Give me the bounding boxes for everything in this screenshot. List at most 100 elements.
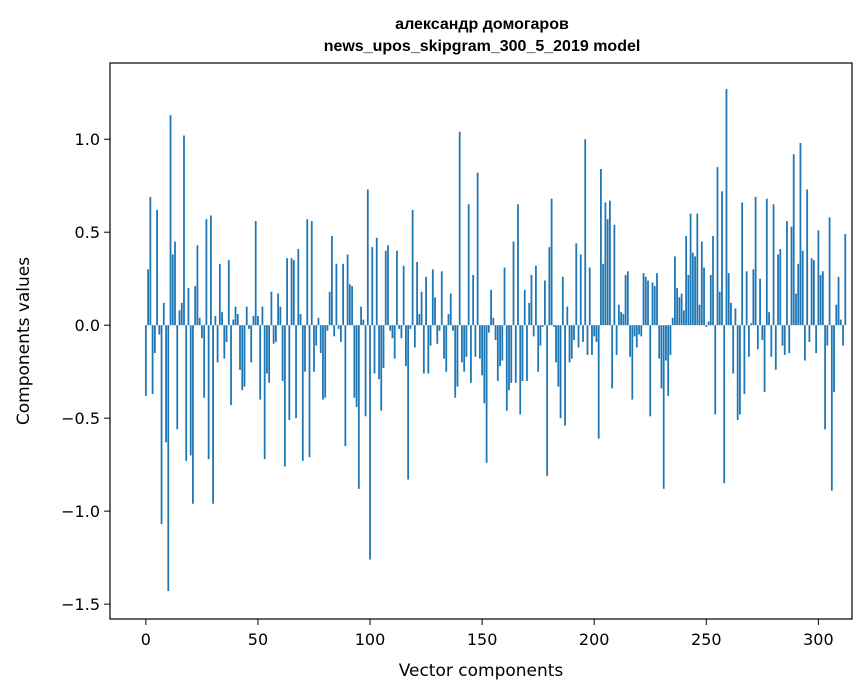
bar-271 [752, 269, 755, 326]
bar-301 [819, 274, 822, 326]
bar-185 [559, 325, 562, 419]
bar-16 [180, 302, 183, 326]
bar-299 [815, 325, 818, 354]
bar-52 [261, 306, 264, 326]
bar-123 [420, 291, 423, 326]
bar-173 [532, 325, 535, 337]
bars-group [144, 89, 847, 592]
bar-49 [254, 221, 257, 326]
bar-237 [676, 288, 679, 326]
bar-235 [671, 317, 674, 326]
bar-141 [461, 325, 463, 363]
bar-233 [667, 325, 670, 396]
bar-26 [203, 325, 206, 398]
bar-108 [387, 245, 389, 326]
bar-295 [806, 189, 809, 326]
bar-222 [642, 273, 645, 326]
bar-114 [400, 325, 403, 339]
x-tick-label: 200 [579, 630, 610, 649]
bar-219 [635, 325, 638, 348]
bar-135 [447, 314, 450, 326]
bar-60 [279, 306, 282, 326]
bar-95 [357, 325, 360, 489]
bar-274 [759, 278, 761, 326]
bar-307 [833, 325, 835, 393]
bar-281 [774, 325, 777, 370]
bar-275 [761, 325, 764, 341]
bar-30 [212, 325, 215, 504]
x-axis-label: Vector components [399, 661, 564, 681]
bar-146 [472, 274, 475, 326]
bar-187 [564, 325, 566, 426]
y-tick-label: −1.0 [61, 502, 100, 521]
bar-258 [723, 325, 726, 484]
bar-93 [353, 325, 356, 398]
bar-68 [297, 248, 300, 326]
bar-92 [351, 286, 353, 326]
y-tick-label: 0.5 [75, 223, 100, 242]
bar-163 [510, 325, 513, 383]
bar-180 [548, 247, 551, 326]
bar-77 [317, 317, 320, 326]
bar-138 [454, 325, 457, 398]
bar-2 [149, 196, 152, 326]
bar-225 [649, 325, 652, 417]
bar-176 [539, 325, 542, 346]
bar-242 [687, 274, 690, 326]
bar-213 [622, 314, 625, 326]
bar-220 [638, 325, 640, 335]
plot-frame [109, 62, 853, 620]
bar-198 [588, 267, 591, 326]
bar-66 [292, 260, 295, 326]
bar-50 [257, 315, 259, 326]
bar-100 [369, 325, 371, 560]
bar-183 [555, 325, 557, 363]
bar-140 [458, 131, 461, 326]
bar-159 [501, 325, 504, 361]
bar-206 [606, 219, 609, 326]
bar-83 [331, 235, 333, 326]
bar-56 [270, 291, 273, 326]
bar-46 [248, 325, 250, 329]
bar-152 [485, 325, 488, 463]
y-tick-label: 1.0 [75, 130, 100, 149]
bar-115 [402, 265, 405, 326]
bar-4 [153, 325, 156, 354]
bar-252 [709, 274, 712, 326]
bar-158 [499, 325, 501, 367]
bar-216 [629, 325, 631, 357]
bar-306 [830, 325, 833, 491]
bar-32 [216, 325, 219, 363]
bar-27 [205, 219, 208, 326]
bar-285 [783, 325, 786, 355]
bar-44 [243, 325, 246, 387]
bar-118 [409, 325, 412, 329]
y-axis-ticks: −1.5 −1.0 −0.5 0.0 0.5 1.0 [61, 130, 110, 614]
bar-240 [682, 310, 685, 326]
bar-64 [288, 325, 291, 421]
bar-139 [456, 325, 459, 387]
bar-96 [360, 306, 362, 326]
bar-230 [660, 325, 663, 389]
bar-245 [694, 256, 696, 326]
bar-268 [745, 271, 748, 326]
bar-88 [342, 263, 345, 326]
bar-9 [165, 325, 167, 443]
bar-72 [306, 219, 309, 326]
bar-133 [443, 325, 445, 359]
bar-80 [324, 325, 327, 398]
bar-257 [721, 191, 723, 326]
bar-82 [328, 291, 331, 326]
bar-148 [476, 172, 479, 326]
bar-3 [151, 325, 154, 394]
bar-310 [839, 319, 842, 326]
bar-84 [333, 325, 336, 337]
bar-218 [633, 325, 636, 337]
bar-107 [384, 250, 387, 326]
bar-55 [268, 325, 271, 383]
bar-48 [252, 315, 255, 326]
bar-7 [160, 325, 163, 525]
bar-186 [561, 276, 564, 326]
bar-134 [445, 325, 448, 372]
bar-153 [487, 325, 490, 333]
